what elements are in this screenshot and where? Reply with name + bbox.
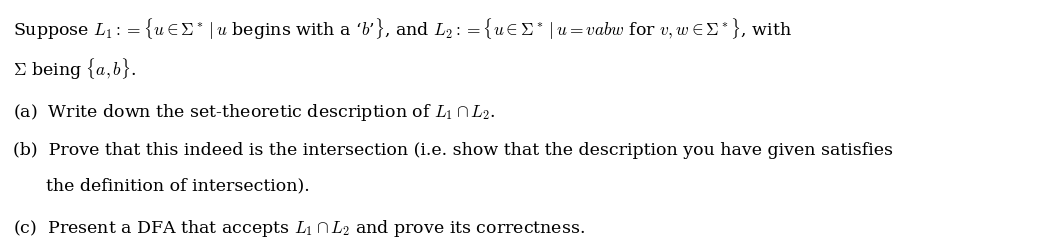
Text: (a)  Write down the set-theoretic description of $L_1 \cap L_2$.: (a) Write down the set-theoretic descrip… xyxy=(13,102,496,123)
Text: Suppose $L_1 := \{u \in \Sigma^* \mid u$ begins with a ‘$b$’$\}$, and $L_2 := \{: Suppose $L_1 := \{u \in \Sigma^* \mid u$… xyxy=(13,17,791,42)
Text: (b)  Prove that this indeed is the intersection (i.e. show that the description : (b) Prove that this indeed is the inters… xyxy=(13,142,893,159)
Text: (c)  Present a DFA that accepts $L_1 \cap L_2$ and prove its correctness.: (c) Present a DFA that accepts $L_1 \cap… xyxy=(13,218,585,237)
Text: the definition of intersection).: the definition of intersection). xyxy=(13,178,309,195)
Text: $\Sigma$ being $\{a, b\}$.: $\Sigma$ being $\{a, b\}$. xyxy=(13,57,136,82)
